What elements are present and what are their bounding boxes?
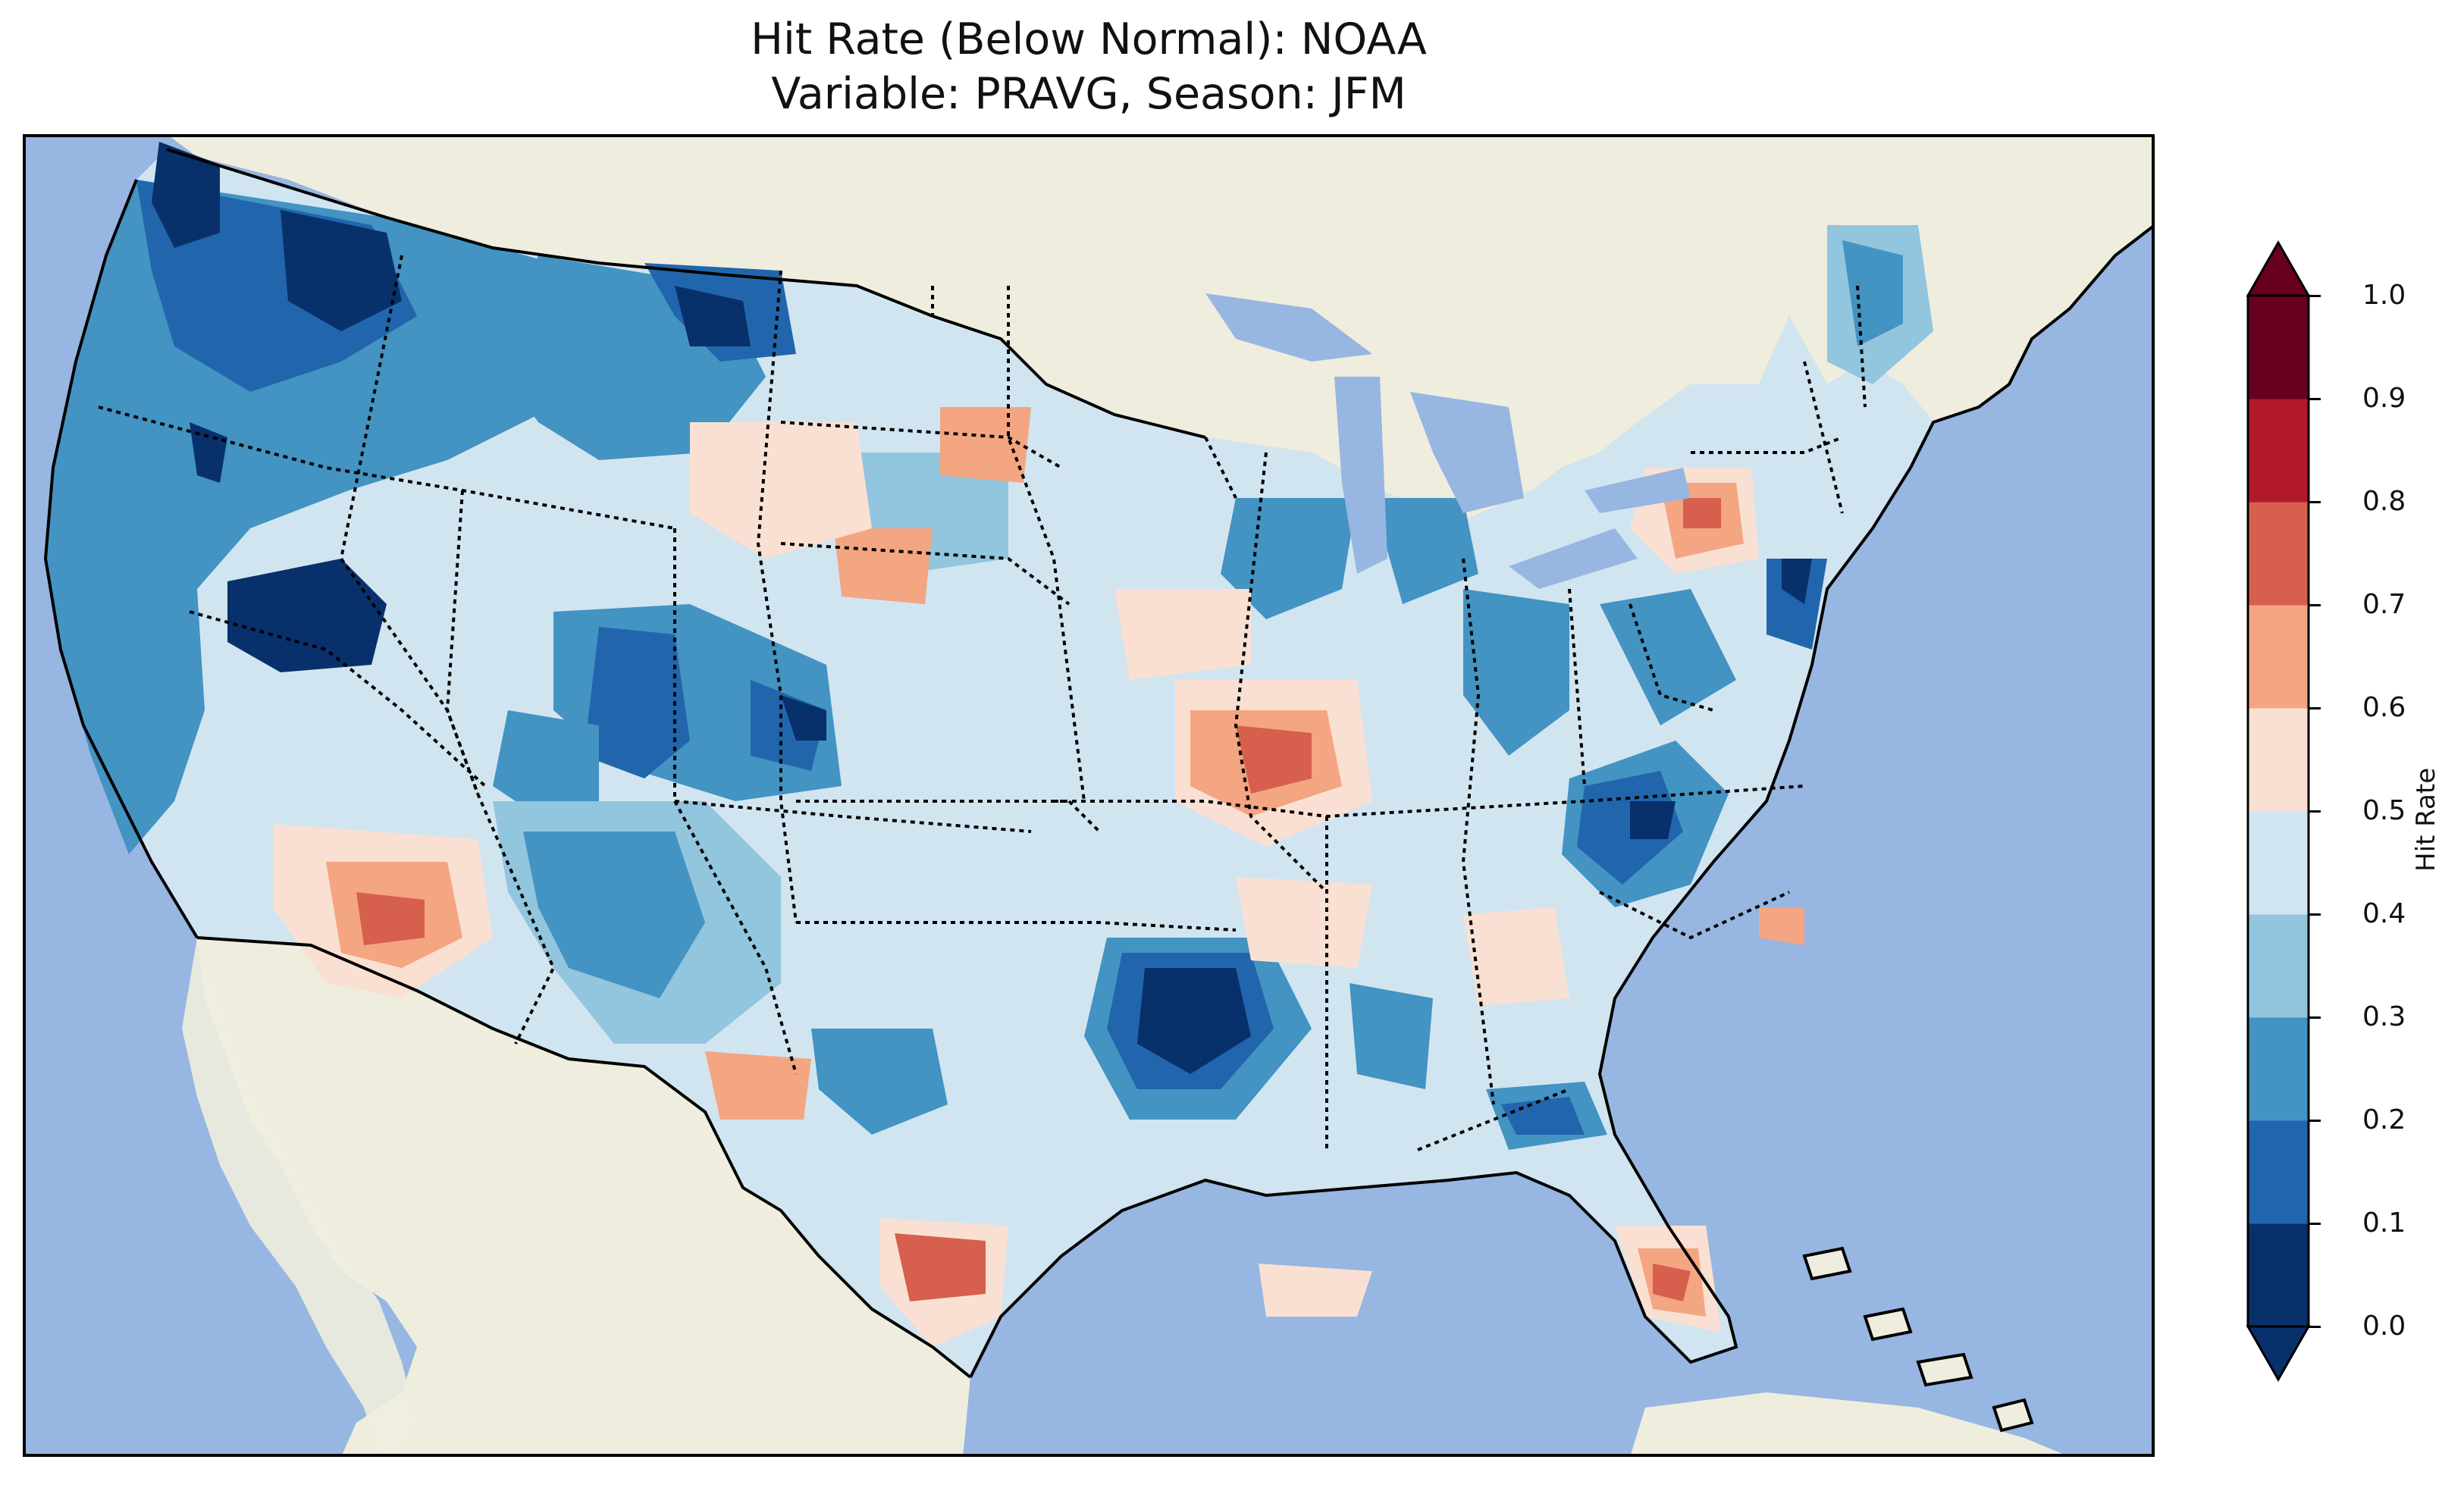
colorbar-tick-label: 0.7	[2362, 589, 2406, 620]
colorbar-tick-mark	[2309, 501, 2321, 503]
state-borders	[98, 255, 1867, 1151]
colorbar-tick-mark	[2309, 913, 2321, 916]
colorbar-tick-label: 0.0	[2362, 1311, 2406, 1342]
colorbar-segment	[2248, 1017, 2309, 1121]
baja-land	[182, 938, 417, 1457]
colorbar-tick-mark	[2309, 1120, 2321, 1122]
colorbar-segment	[2248, 605, 2309, 709]
colorbar-segment	[2248, 811, 2309, 915]
colorbar	[2246, 240, 2311, 1383]
high-hit-rate-regions	[273, 407, 1804, 1347]
colorbar-extend-max	[2246, 240, 2311, 297]
colorbar-tick-label: 0.2	[2362, 1104, 2406, 1135]
colorbar-tick-label: 0.9	[2362, 383, 2406, 414]
colorbar-tick-label: 0.3	[2362, 1001, 2406, 1032]
cuba-land	[1630, 1392, 2070, 1457]
colorbar-tick-mark	[2309, 1326, 2321, 1328]
coastlines	[43, 148, 2155, 1379]
colorbar-label: Hit Rate	[2411, 767, 2441, 872]
colorbar-segment	[2248, 502, 2309, 606]
colorbar-tick-mark	[2309, 707, 2321, 709]
map-frame	[23, 134, 2155, 1457]
colorbar-tick-label: 0.1	[2362, 1207, 2406, 1239]
map-title: Hit Rate (Below Normal): NOAA	[751, 14, 1427, 64]
colorbar-segment	[2248, 708, 2309, 812]
colorbar-tick-mark	[2309, 604, 2321, 606]
colorbar-segment	[2248, 1120, 2309, 1224]
great-lakes	[1205, 293, 1691, 589]
colorbar-segment	[2248, 296, 2309, 399]
colorbar-tick-mark	[2309, 1016, 2321, 1019]
colorbar-segment	[2248, 399, 2309, 503]
colorbar-tick-label: 0.5	[2362, 795, 2406, 826]
mexico-land	[197, 938, 970, 1457]
colorbar-tick-mark	[2309, 1223, 2321, 1225]
map-subtitle: Variable: PRAVG, Season: JFM	[771, 69, 1406, 119]
us-field-base	[45, 149, 1933, 1377]
colorbar-tick-label: 1.0	[2362, 280, 2406, 311]
islands	[1802, 1246, 2034, 1433]
colorbar-tick-mark	[2309, 295, 2321, 297]
colorbar-tick-label: 0.8	[2362, 486, 2406, 517]
colorbar-tick-label: 0.6	[2362, 692, 2406, 723]
hit-rate-map	[23, 134, 2155, 1457]
colorbar-tick-label: 0.4	[2362, 898, 2406, 929]
colorbar-tick-mark	[2309, 398, 2321, 400]
colorbar-segment	[2248, 914, 2309, 1018]
colorbar-tick-mark	[2309, 810, 2321, 813]
colorbar-extend-min	[2246, 1325, 2311, 1383]
colorbar-segment	[2248, 1223, 2309, 1327]
